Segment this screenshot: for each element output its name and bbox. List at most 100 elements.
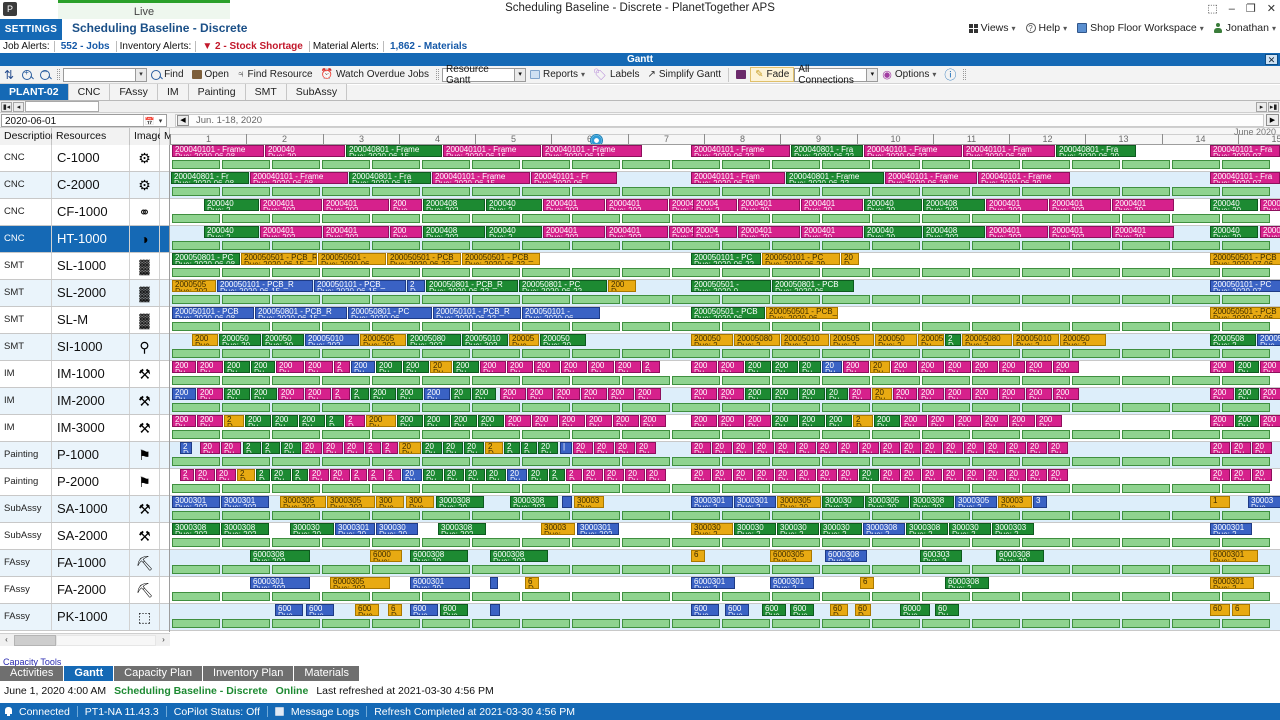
gantt-row[interactable]: 200040801 - Fr Due: 2020-06-08 200040101 -…	[170, 172, 1280, 199]
gantt-row[interactable]: 200 Du 200 Du 200 Du 200 Du 200 Du 200 Du 2 D 200 Du 200…	[170, 361, 1280, 388]
gantt-bar[interactable]: 20 Du	[1231, 442, 1251, 454]
gantt-bar[interactable]: 60 Du	[935, 604, 959, 616]
gantt-bar[interactable]: 20 Du	[330, 469, 350, 481]
gantt-bar[interactable]: 20 Du	[625, 469, 645, 481]
gantt-bar[interactable]: 2000401 Due: 202	[986, 199, 1048, 211]
zoom-out-button[interactable]	[36, 67, 54, 83]
gantt-bar[interactable]: 20 Du	[754, 469, 774, 481]
gantt-bar[interactable]: 20005080 Due: 2	[734, 334, 780, 346]
resource-row[interactable]: Painting P-1000 ⚑	[0, 442, 169, 469]
gantt-bar[interactable]: 20 Du	[281, 442, 301, 454]
gantt-bar[interactable]: 30003 Due	[1248, 496, 1280, 508]
gantt-bar[interactable]: 200 Due	[192, 334, 218, 346]
gantt-bar[interactable]: 200 Du	[1036, 415, 1062, 427]
gantt-bar[interactable]: 200 Du	[843, 361, 869, 373]
gantt-bar[interactable]: 200 Du	[982, 415, 1008, 427]
close-icon[interactable]: ✕	[1266, 3, 1276, 15]
gantt-bar[interactable]: 20 Du	[733, 469, 753, 481]
gantt-bar[interactable]: 200040101 - Fra Due: 2020-07	[1210, 145, 1280, 157]
gantt-bar[interactable]: 20005080 Due: 202	[407, 334, 461, 346]
gantt-bar[interactable]: 20 Du	[775, 469, 795, 481]
gantt-bar[interactable]: 200050501 - PCB_ Due: 2020-06-22	[462, 253, 540, 265]
gantt-bar[interactable]: 3000305 Due: 202	[327, 496, 375, 508]
gantt-bar[interactable]: 200 Du	[918, 361, 944, 373]
resource-row[interactable]: CNC HT-1000 ◑	[0, 226, 169, 253]
gantt-bar[interactable]: 200 Du	[554, 388, 580, 400]
gantt-bar[interactable]: 200050501 - PCB Due: 2020-07-06	[1210, 253, 1280, 265]
close-icon[interactable]: ✕	[1265, 54, 1278, 65]
gantt-bar[interactable]: 3000301 Due: 202	[172, 496, 220, 508]
comment-button[interactable]	[732, 67, 750, 83]
gantt-bar[interactable]: 200 Du	[901, 415, 927, 427]
gantt-bar[interactable]: 200 Du	[480, 361, 506, 373]
gantt-bar[interactable]: 200050101 - PCB_ Due: 2020-06-15	[314, 280, 406, 292]
gantt-bar[interactable]: 300030 Due: 2	[691, 523, 733, 535]
gantt-bar[interactable]: 200 Du	[1210, 361, 1234, 373]
gantt-bar[interactable]: 20 Du	[1006, 469, 1026, 481]
gantt-bar[interactable]: 200050501 - Due: 2020-06	[318, 253, 386, 265]
gantt-bar[interactable]: 200 Du	[999, 361, 1025, 373]
gantt-bar[interactable]: 20005080 Due: 2	[962, 334, 1012, 346]
resource-row[interactable]: SMT SL-2000 ▓	[0, 280, 169, 307]
gantt-bar[interactable]: 20 Du	[870, 361, 890, 373]
gantt-bar[interactable]: 20 Du	[594, 442, 614, 454]
gantt-bar[interactable]: 200050801 - PCB_R Due: 2020-06-22	[426, 280, 518, 292]
plant-tab-subassy[interactable]: SubAssy	[286, 84, 348, 100]
gantt-bar[interactable]: 600 Due	[306, 604, 334, 616]
gantt-bar[interactable]: 200 Du	[1210, 388, 1234, 400]
gantt-bar[interactable]: 20 Du	[822, 361, 842, 373]
last-record-button[interactable]: ▸▮	[1268, 102, 1279, 112]
gantt-bar[interactable]: 20 Du	[646, 469, 666, 481]
gantt-bar[interactable]: 20 Du	[430, 361, 452, 373]
gantt-row[interactable]: 2 D 20 Du 20 Du 2 D 2 D 20 Du 20 Du 20 Du 20 Du 2 D 2 D 20 Du 20…	[170, 442, 1280, 469]
gantt-bar[interactable]: 20 Du	[922, 442, 942, 454]
gantt-bar[interactable]: 20 Du	[271, 469, 291, 481]
gantt-bar[interactable]: 200040 Due: 2	[486, 199, 542, 211]
gantt-bar[interactable]: 20 Du	[422, 442, 442, 454]
find-button[interactable]: Find	[147, 67, 187, 83]
gantt-bar[interactable]: 200 Du	[251, 388, 277, 400]
gantt-bar[interactable]: 6000 Due	[900, 604, 930, 616]
gantt-bar[interactable]: 20 D	[451, 388, 471, 400]
gantt-bar[interactable]: 300 Due	[376, 496, 404, 508]
fade-toggle[interactable]: ✎ Fade	[750, 67, 795, 82]
plant-tab-im[interactable]: IM	[157, 84, 189, 100]
gantt-bar[interactable]: 20005010 Due: 202	[305, 334, 359, 346]
window-controls[interactable]: ⬚ – ❐ ✕	[1207, 2, 1276, 16]
gantt-bar[interactable]: 300030 Due: 2	[820, 523, 862, 535]
gantt-bar[interactable]: 200050101 - PC Due: 2020-06-22	[691, 253, 761, 265]
gantt-bar[interactable]: 20 Du	[538, 442, 558, 454]
gantt-bar[interactable]	[490, 604, 500, 616]
gantt-bar[interactable]: 200040101 - Frame Due: 2020-06-08	[172, 145, 264, 157]
gantt-bar[interactable]: 6000308 Due: 20	[996, 550, 1044, 562]
plant-tab-cnc[interactable]: CNC	[68, 84, 111, 100]
gantt-bar[interactable]: 200040101 - Frame Due: 2020-06-15	[432, 172, 530, 184]
gantt-bar[interactable]: 200040101 - Fr Due: 2020-06	[531, 172, 617, 184]
plant-tab-smt[interactable]: SMT	[245, 84, 287, 100]
gantt-bar[interactable]: 200 Du	[613, 415, 639, 427]
gantt-bar[interactable]: 200 Du	[424, 415, 450, 427]
gantt-bar[interactable]: 2000508 Due: 2	[1210, 334, 1256, 346]
gantt-bar[interactable]: 300030 Due: 2	[949, 523, 991, 535]
gantt-bar[interactable]: 200040101 - Frame Due: 2020-06-15	[542, 145, 642, 157]
minimize-icon[interactable]: –	[1228, 2, 1235, 15]
gantt-bar[interactable]: 200050501 - PCB Due: 2020-06	[691, 307, 765, 319]
gantt-bar[interactable]: 20 Du	[872, 388, 892, 400]
prev-record-button[interactable]: ◂	[13, 102, 24, 112]
scroll-thumb[interactable]	[14, 635, 56, 646]
gantt-bar[interactable]: 200 Du	[588, 361, 614, 373]
gantt-bar[interactable]: 1	[1210, 496, 1230, 508]
gantt-bar[interactable]: 200 D	[608, 280, 636, 292]
gantt-bar[interactable]: 200 Du	[772, 415, 798, 427]
gantt-row[interactable]: 200050101 - PCB Due: 2020-06-08 200050801 …	[170, 307, 1280, 334]
